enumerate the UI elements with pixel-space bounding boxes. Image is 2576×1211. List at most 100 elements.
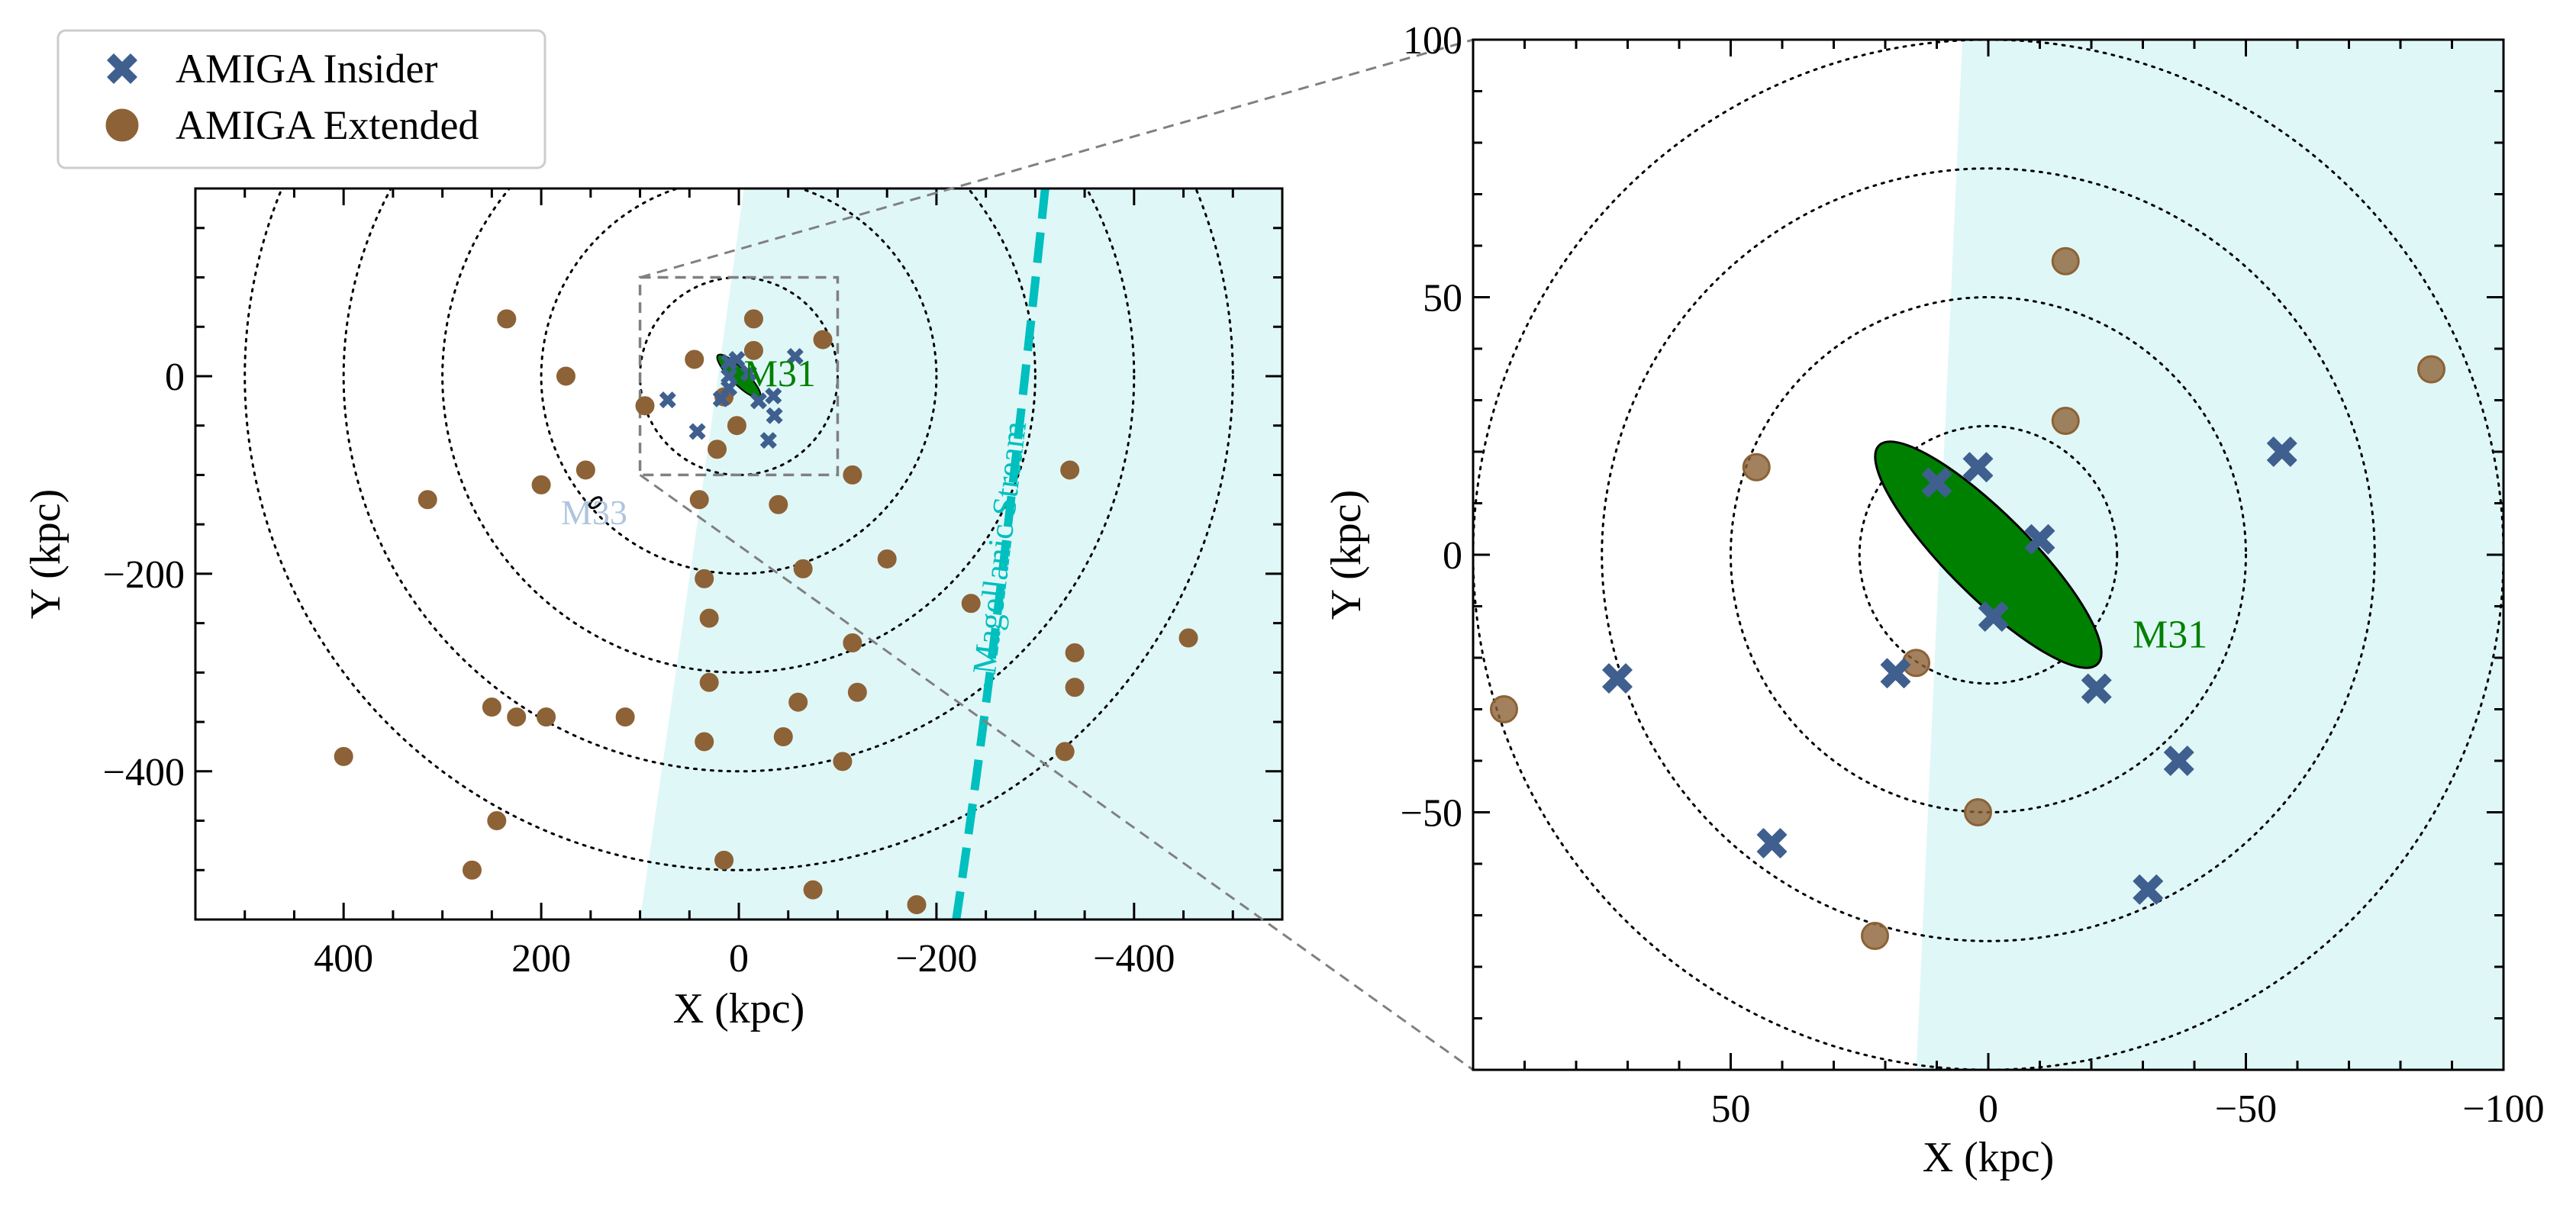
overview-extended-point-3 <box>531 475 551 494</box>
overview-extended-point-4 <box>418 490 437 510</box>
overview-y-tick-label: −400 <box>103 751 185 794</box>
zoom-extended-point-0 <box>2051 246 2080 275</box>
overview-insider-point-7 <box>760 432 777 449</box>
legend-extended-label: AMIGA Extended <box>176 102 479 148</box>
overview-insider-point-9 <box>659 391 676 408</box>
overview-extended-point-22 <box>843 633 862 653</box>
overview-extended-point-38 <box>487 811 507 831</box>
overview-markers <box>334 309 1198 915</box>
overview-x-tick-labels: 400 200 0 −200 −400 <box>314 937 1175 981</box>
overview-y-tick-label: −200 <box>103 553 185 597</box>
overview-extended-point-6 <box>813 330 833 349</box>
overview-extended-point-33 <box>695 732 714 752</box>
overview-insider-point-11 <box>765 388 782 404</box>
overview-panel: Magellanic Stream M31 M33 400 200 0 −200 −40… <box>22 187 1284 1032</box>
overview-ticks <box>195 188 1282 921</box>
overview-circle-400 <box>342 188 1136 773</box>
overview-circle-300 <box>441 188 1037 674</box>
overview-y-tick-labels: 0 −200 −400 <box>103 356 185 794</box>
zoom-insider-point-1 <box>1962 452 1994 482</box>
overview-extended-point-32 <box>615 707 635 727</box>
overview-extended-point-41 <box>803 880 823 900</box>
overview-extended-point-1 <box>556 366 575 386</box>
overview-extended-point-31 <box>537 707 556 727</box>
zoom-insider-point-2 <box>2024 524 2055 555</box>
overview-extended-point-11 <box>708 440 727 459</box>
overview-x-tick-label: 0 <box>729 937 749 981</box>
zoom-box <box>638 275 840 477</box>
zoom-insider-point-8 <box>1602 663 1633 694</box>
zoom-y-axis-label: Y (kpc) <box>1323 490 1370 620</box>
legend-extended-dot-icon <box>105 108 139 142</box>
legend-extended-marker <box>105 108 139 142</box>
overview-insider-point-6 <box>766 407 783 424</box>
zoom-extended-point-1 <box>2051 407 2080 435</box>
magellanic-stream-line <box>952 188 1049 920</box>
zoom-insider-point-4 <box>1880 658 1911 688</box>
overview-insider-point-12 <box>721 368 737 385</box>
zoom-x-tick-label: 0 <box>1978 1087 1998 1131</box>
zoom-x-tick-label: −100 <box>2462 1087 2544 1131</box>
m33-label: M33 <box>561 493 627 532</box>
legend-insider-label: AMIGA Insider <box>176 46 437 92</box>
zoom-shaded-region <box>1916 40 2503 1070</box>
zoom-y-tick-label: 100 <box>1403 19 1462 63</box>
overview-extended-point-26 <box>788 692 808 712</box>
zoom-insider-point-5 <box>2081 673 2112 704</box>
overview-extended-point-8 <box>685 349 704 369</box>
overview-extended-point-14 <box>769 494 788 514</box>
overview-insider-point-4 <box>712 390 730 407</box>
overview-insider-point-3 <box>721 354 737 371</box>
zoom-y-tick-label: −50 <box>1401 792 1462 836</box>
overview-extended-point-16 <box>1060 460 1080 480</box>
overview-extended-point-34 <box>773 727 793 746</box>
zoom-y-tick-labels: 100 50 0 −50 <box>1401 19 1462 836</box>
overview-x-tick-label: −400 <box>1093 937 1175 981</box>
overview-insider-point-5 <box>750 392 767 410</box>
zoom-circle-25 <box>1858 424 2119 685</box>
overview-extended-point-7 <box>743 340 763 360</box>
overview-extended-point-42 <box>907 895 927 915</box>
overview-extended-point-0 <box>497 309 517 329</box>
zoom-y-tick-label: 50 <box>1423 277 1462 320</box>
zoom-ticks <box>1472 38 2505 1071</box>
overview-extended-point-12 <box>635 396 655 416</box>
zoom-markers <box>1490 246 2445 950</box>
overview-extended-point-35 <box>833 752 853 771</box>
zoom-y-tick-label: 0 <box>1443 534 1462 578</box>
overview-x-tick-label: 200 <box>511 937 571 981</box>
overview-extended-point-40 <box>714 850 734 870</box>
zoom-x-tick-label: 50 <box>1711 1087 1751 1131</box>
overview-extended-point-13 <box>689 490 709 510</box>
overview-extended-point-5 <box>743 309 763 329</box>
zoom-insider-point-3 <box>1978 601 2009 632</box>
m33-ellipse <box>588 496 603 510</box>
zoom-m31-ellipse <box>1874 440 2103 669</box>
zoom-x-tick-labels: 50 0 −50 −100 <box>1711 1087 2545 1131</box>
overview-extended-point-28 <box>1065 678 1085 697</box>
zoom-m31-disk <box>1874 440 2103 669</box>
overview-extended-point-30 <box>507 707 527 727</box>
overview-shaded-region <box>640 188 1282 920</box>
overview-extended-point-17 <box>695 568 714 588</box>
overview-extended-point-25 <box>699 672 719 692</box>
overview-x-tick-label: −200 <box>895 937 977 981</box>
zoom-extended-point-3 <box>2417 355 2445 384</box>
overview-x-axis-label: X (kpc) <box>673 985 805 1032</box>
overview-extended-point-37 <box>334 746 353 766</box>
zoom-connector-bottom <box>639 474 1474 1071</box>
overview-extended-point-29 <box>482 697 501 717</box>
zoom-insider-point-0 <box>1921 467 1952 498</box>
overview-extended-point-10 <box>727 416 746 436</box>
overview-x-tick-label: 400 <box>314 937 373 981</box>
zoom-connector-top <box>640 38 1474 279</box>
zoom-x-tick-label: −50 <box>2215 1087 2277 1131</box>
zoom-insider-point-9 <box>1756 828 1788 858</box>
overview-extended-point-24 <box>1178 628 1198 648</box>
zoom-extended-point-7 <box>1490 695 1518 723</box>
overview-extended-point-18 <box>699 608 719 628</box>
overview-m31-label: M31 <box>743 352 815 395</box>
zoom-x-axis-label: X (kpc) <box>1923 1134 2055 1181</box>
overview-y-axis-label: Y (kpc) <box>22 489 69 620</box>
overview-circle-200 <box>540 188 938 575</box>
